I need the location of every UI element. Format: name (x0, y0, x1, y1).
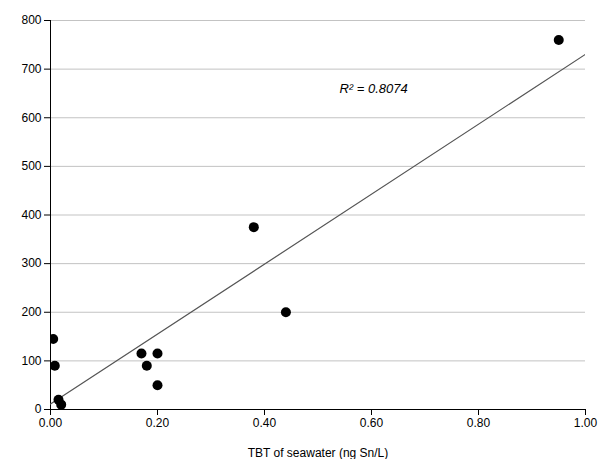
svg-text:0.60: 0.60 (360, 416, 384, 430)
svg-text:R² = 0.8074: R² = 0.8074 (339, 81, 407, 96)
svg-text:1.00: 1.00 (574, 416, 598, 430)
svg-text:0.80: 0.80 (467, 416, 491, 430)
svg-text:100: 100 (21, 354, 41, 368)
svg-text:800: 800 (21, 13, 41, 27)
svg-text:TBT of seawater (ng Sn/L): TBT of seawater (ng Sn/L) (248, 446, 389, 459)
svg-text:0.00: 0.00 (39, 416, 63, 430)
svg-text:600: 600 (21, 111, 41, 125)
svg-text:200: 200 (21, 305, 41, 319)
svg-text:0.40: 0.40 (253, 416, 277, 430)
svg-text:0: 0 (35, 402, 42, 416)
svg-text:500: 500 (21, 159, 41, 173)
svg-text:300: 300 (21, 256, 41, 270)
svg-text:0.20: 0.20 (146, 416, 170, 430)
svg-text:700: 700 (21, 62, 41, 76)
svg-text:400: 400 (21, 208, 41, 222)
